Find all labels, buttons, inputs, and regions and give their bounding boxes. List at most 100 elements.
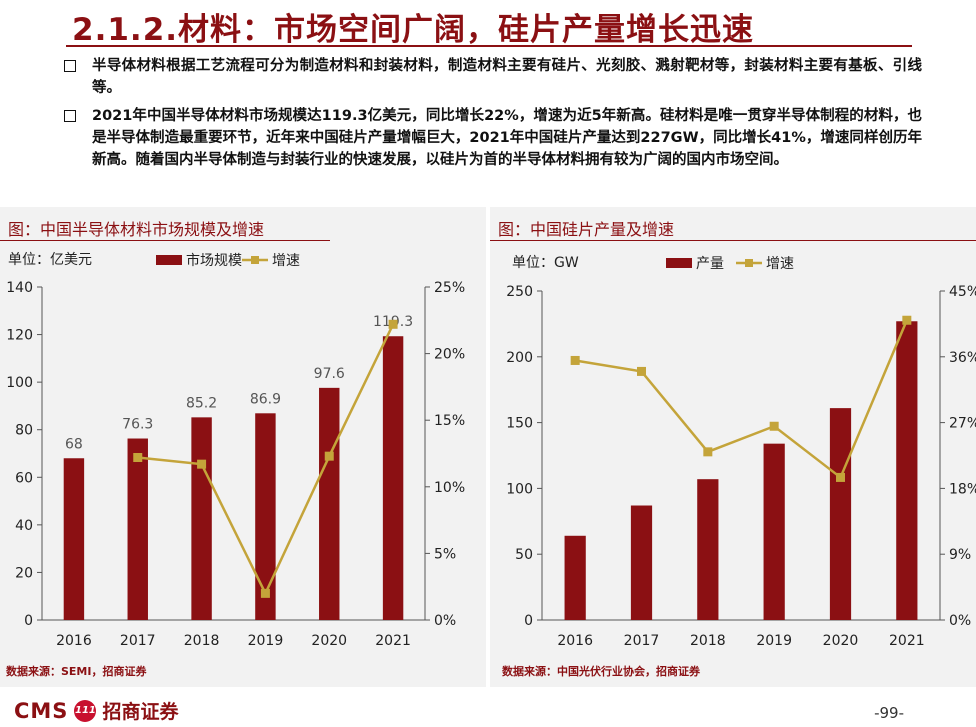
page-number: -99-: [874, 704, 904, 722]
legend-swatch-bar: [666, 258, 692, 268]
right-axis-tick-label: 36%: [949, 350, 976, 366]
right-axis-tick-label: 10%: [434, 480, 465, 496]
chart-source: 数据来源：SEMI，招商证券: [6, 665, 147, 678]
left-axis-tick-label: 0: [524, 613, 533, 629]
left-axis-tick-label: 20: [15, 565, 33, 581]
legend-label-line: 增速: [766, 256, 794, 272]
bar: [630, 505, 653, 620]
left-axis-tick-label: 80: [15, 423, 33, 439]
x-tick-label: 2019: [756, 633, 792, 649]
data-label: 97.6: [314, 366, 345, 382]
data-label: 86.9: [250, 391, 281, 407]
growth-marker: [324, 451, 334, 461]
chart-title: 图：中国硅片产量及增速: [498, 220, 675, 239]
left-axis-tick-label: 140: [6, 280, 33, 296]
x-tick-label: 2016: [56, 633, 92, 649]
right-axis-tick-label: 45%: [949, 284, 976, 300]
chart-panel-materials: 图：中国半导体材料市场规模及增速 单位：亿美元 市场规模 增速 0 20 40 60 80 10…: [0, 207, 486, 687]
right-axis-tick-label: 20%: [434, 347, 465, 363]
bar: [127, 438, 148, 620]
growth-marker: [260, 588, 270, 598]
bar: [829, 408, 852, 620]
left-axis-tick-label: 100: [506, 481, 533, 497]
chart-title-divider: [490, 240, 976, 241]
bar: [191, 417, 212, 620]
data-label: 68: [65, 436, 83, 452]
page-title: 2.1.2.材料：市场空间广阔，硅片产量增长迅速: [72, 12, 755, 48]
legend-swatch-bar: [156, 255, 182, 265]
legend-marker-line: [251, 256, 259, 264]
growth-marker: [769, 421, 779, 431]
x-tick-label: 2017: [624, 633, 660, 649]
legend-marker-line: [745, 259, 753, 267]
legend-label-bar: 产量: [696, 256, 724, 272]
growth-marker: [637, 366, 646, 376]
unit-label: 单位：GW: [512, 255, 579, 271]
right-axis-tick-label: 18%: [949, 481, 976, 497]
square-bullet-icon: [64, 60, 76, 72]
x-tick-label: 2019: [248, 633, 284, 649]
title-divider: [66, 45, 912, 47]
bar: [896, 321, 918, 620]
growth-marker: [197, 459, 207, 469]
left-axis-tick-label: 120: [6, 328, 33, 344]
left-axis-tick-label: 60: [15, 470, 33, 486]
right-axis-tick-label: 9%: [949, 547, 971, 563]
chart-panel-wafer: 图：中国硅片产量及增速 单位：GW 产量 增速 0 50 100 150 200 250 0% 9%…: [490, 207, 976, 687]
growth-marker: [133, 452, 143, 462]
bar: [564, 535, 586, 620]
right-axis-tick-label: 0%: [434, 613, 456, 629]
left-axis-tick-label: 100: [6, 375, 33, 391]
wafer-output-chart: 单位：GW 产量 增速 0 50 100 150 200 250 0% 9% 18% 27% 36% 45%…: [506, 255, 976, 649]
left-axis-tick-label: 200: [506, 350, 533, 366]
right-axis-tick-label: 15%: [434, 413, 465, 429]
bullet-item: 半导体材料根据工艺流程可分为制造材料和封装材料，制造材料主要有硅片、光刻胶、溅射…: [62, 55, 922, 99]
bar: [319, 387, 340, 620]
left-axis-tick-label: 0: [24, 613, 33, 629]
bar: [763, 443, 785, 620]
chart-title: 图：中国半导体材料市场规模及增速: [8, 220, 265, 239]
x-tick-label: 2016: [557, 633, 593, 649]
left-axis-tick-label: 50: [515, 547, 533, 563]
data-label: 85.2: [186, 395, 217, 411]
bar: [63, 458, 85, 620]
bar: [255, 413, 276, 620]
right-axis-tick-label: 25%: [434, 280, 465, 296]
bullet-text: 半导体材料根据工艺流程可分为制造材料和封装材料，制造材料主要有硅片、光刻胶、溅射…: [92, 58, 922, 96]
bullet-list: 半导体材料根据工艺流程可分为制造材料和封装材料，制造材料主要有硅片、光刻胶、溅射…: [62, 55, 922, 177]
left-axis-tick-label: 250: [506, 284, 533, 300]
logo-chinese: 招商证券: [102, 701, 179, 723]
legend-label-bar: 市场规模: [186, 252, 242, 269]
right-axis-tick-label: 5%: [434, 546, 456, 562]
x-tick-label: 2021: [375, 633, 411, 649]
x-tick-label: 2021: [889, 633, 925, 649]
legend-label-line: 增速: [272, 253, 300, 269]
growth-marker: [902, 315, 912, 325]
left-axis-tick-label: 40: [15, 518, 33, 534]
right-axis-tick-label: 0%: [949, 613, 971, 629]
left-axis-tick-label: 150: [506, 416, 533, 432]
growth-marker: [703, 447, 713, 457]
growth-line: [574, 319, 908, 480]
growth-marker: [388, 319, 398, 329]
square-bullet-icon: [64, 110, 76, 122]
bullet-item: 2021年中国半导体材料市场规模达119.3亿美元，同比增长22%，增速为近5年…: [62, 105, 922, 171]
x-tick-label: 2020: [311, 633, 347, 649]
chart-title-divider: [0, 240, 330, 241]
data-label: 76.3: [122, 417, 153, 433]
x-tick-label: 2017: [120, 633, 156, 649]
bar: [382, 336, 404, 620]
bar: [697, 479, 719, 620]
right-axis-tick-label: 27%: [949, 416, 976, 432]
logo-badge-icon: 111: [74, 699, 97, 722]
bullet-text: 2021年中国半导体材料市场规模达119.3亿美元，同比增长22%，增速为近5年…: [92, 108, 922, 168]
growth-marker: [570, 355, 580, 365]
x-tick-label: 2018: [690, 633, 726, 649]
company-logo: CMS 111 招商证券: [14, 697, 178, 724]
materials-market-chart: 单位：亿美元 市场规模 增速 0 20 40 60 80 100 120 140 0% 5% 10% 15%…: [6, 252, 465, 649]
unit-label: 单位：亿美元: [8, 252, 92, 268]
growth-marker: [836, 472, 845, 482]
x-tick-label: 2018: [184, 633, 220, 649]
chart-source: 数据来源：中国光伏行业协会，招商证券: [502, 665, 700, 678]
x-tick-label: 2020: [823, 633, 859, 649]
